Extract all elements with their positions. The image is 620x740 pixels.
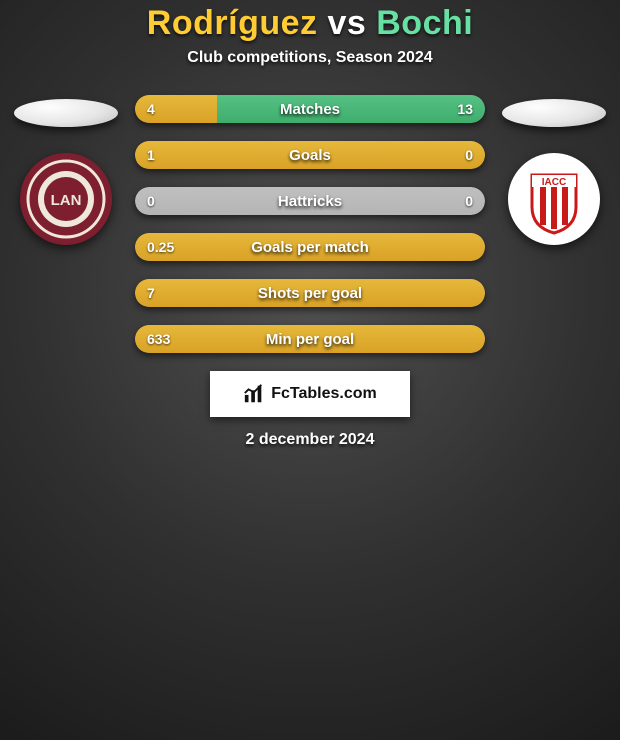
- stat-bar: 7Shots per goal: [135, 279, 485, 307]
- subtitle: Club competitions, Season 2024: [187, 49, 432, 67]
- svg-text:IACC: IACC: [542, 177, 566, 188]
- player1-photo-placeholder: [14, 99, 118, 127]
- stat-bars: 413Matches10Goals00Hattricks0.25Goals pe…: [135, 95, 485, 353]
- fctables-logo: FcTables.com: [210, 371, 410, 417]
- stat-value-left: 0: [135, 187, 167, 215]
- player2-photo-placeholder: [502, 99, 606, 127]
- chart-icon: [243, 383, 265, 405]
- right-side: IACC: [499, 95, 609, 245]
- team-right-badge: IACC: [508, 153, 600, 245]
- stat-value-right: 13: [445, 95, 485, 123]
- player1-name: Rodríguez: [147, 4, 318, 42]
- stat-bar: 413Matches: [135, 95, 485, 123]
- svg-text:LAN: LAN: [51, 192, 82, 209]
- stat-value-left: 7: [135, 279, 167, 307]
- logo-text: FcTables.com: [271, 385, 377, 403]
- stat-bar: 00Hattricks: [135, 187, 485, 215]
- stat-bar: 633Min per goal: [135, 325, 485, 353]
- stat-bar: 0.25Goals per match: [135, 233, 485, 261]
- vs-text: vs: [327, 4, 366, 42]
- stat-value-right: 0: [453, 187, 485, 215]
- comparison-main: LAN 413Matches10Goals00Hattricks0.25Goal…: [0, 95, 620, 353]
- team-left-badge: LAN: [20, 153, 112, 245]
- page-title: Rodríguez vs Bochi: [147, 4, 473, 43]
- stat-value-right: 0: [453, 141, 485, 169]
- stat-value-left: 1: [135, 141, 167, 169]
- stat-value-left: 633: [135, 325, 182, 353]
- stat-bar: 10Goals: [135, 141, 485, 169]
- stat-value-left: 4: [135, 95, 167, 123]
- date-text: 2 december 2024: [246, 431, 375, 449]
- stat-value-left: 0.25: [135, 233, 186, 261]
- left-side: LAN: [11, 95, 121, 245]
- player2-name: Bochi: [376, 4, 473, 42]
